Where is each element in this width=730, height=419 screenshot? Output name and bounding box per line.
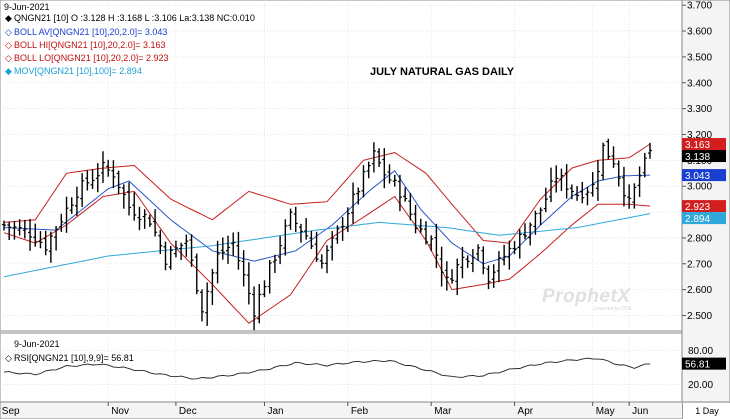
legend-boll-lo[interactable]: ◇ BOLL LO[QNGN21 [10],20,2.0]= 2.923 xyxy=(4,53,169,64)
legend-boll-hi[interactable]: ◇ BOLL HI[QNGN21 [10],20,2.0]= 3.163 xyxy=(4,40,166,51)
legend-mov[interactable]: ◆ MOV[QNGN21 [10],100]= 2.894 xyxy=(4,66,142,77)
watermark-subtext: powered by DTN xyxy=(594,306,632,312)
y-tick-label: 3.500 xyxy=(687,52,712,63)
last-value-box xyxy=(682,169,726,182)
legend-label: BOLL LO[QNGN21 [10],20,2.0]= 2.923 xyxy=(14,53,169,63)
watermark-logo: ProphetX xyxy=(542,286,631,307)
chart-title: JULY NATURAL GAS DAILY xyxy=(370,66,515,78)
last-value-label: 3.163 xyxy=(685,140,710,151)
rsi-tick-label: 20.00 xyxy=(688,380,713,391)
x-tick-label: Jun xyxy=(632,406,648,417)
y-tick-label: 2.700 xyxy=(687,259,712,270)
last-value-box xyxy=(682,138,726,151)
diamond-icon: ◇ xyxy=(5,53,12,63)
last-value-box xyxy=(682,200,726,213)
rsi-last-box xyxy=(682,357,726,370)
rsi-legend[interactable]: ◇ RSI[QNGN21 [10],9,9]= 56.81 xyxy=(4,353,134,364)
legend-label: BOLL HI[QNGN21 [10],20,2.0]= 3.163 xyxy=(14,40,166,50)
last-value-box xyxy=(682,150,726,163)
y-tick-label: 3.700 xyxy=(687,1,712,12)
y-tick-label: 3.300 xyxy=(687,104,712,115)
chart-date: 9-Jun-2021 xyxy=(4,2,50,12)
legend-label: BOLL AV[QNGN21 [10],20,2.0]= 3.043 xyxy=(14,27,168,37)
legend-label: MOV[QNGN21 [10],100]= 2.894 xyxy=(14,66,142,76)
last-value-label: 2.923 xyxy=(685,202,710,213)
timeframe-selector[interactable]: 1 Day xyxy=(682,403,730,419)
y-tick-label: 3.200 xyxy=(687,130,712,141)
rsi-panel xyxy=(0,332,683,403)
rsi-date: 9-Jun-2021 xyxy=(14,339,60,349)
y-tick-label: 3.000 xyxy=(687,182,712,193)
diamond-icon: ◆ xyxy=(5,13,12,23)
diamond-icon: ◆ xyxy=(5,66,12,76)
rsi-line xyxy=(3,357,651,380)
y-tick-label: 2.800 xyxy=(687,233,712,244)
diamond-icon: ◇ xyxy=(5,27,12,37)
time-axis xyxy=(0,401,730,419)
last-value-label: 3.138 xyxy=(685,152,710,163)
y-tick-label: 2.500 xyxy=(687,311,712,322)
legend-boll-av[interactable]: ◇ BOLL AV[QNGN21 [10],20,2.0]= 3.043 xyxy=(4,27,167,38)
y-tick-label: 2.600 xyxy=(687,285,712,296)
boll-hi-line xyxy=(3,143,651,244)
mov-line xyxy=(3,213,651,278)
diamond-icon: ◇ xyxy=(5,40,12,50)
y-tick-label: 3.400 xyxy=(687,78,712,89)
last-value-label: 3.043 xyxy=(685,171,710,182)
y-tick-label: 3.600 xyxy=(687,27,712,38)
x-tick-label: Sep xyxy=(2,406,20,417)
last-value-box xyxy=(682,212,726,225)
x-tick-label: May xyxy=(596,406,615,417)
x-tick-label: Nov xyxy=(111,406,129,417)
diamond-icon: ◇ xyxy=(5,353,12,363)
rsi-label: RSI[QNGN21 [10],9,9]= 56.81 xyxy=(14,353,134,363)
x-tick-label: Dec xyxy=(179,406,197,417)
x-tick-label: Jan xyxy=(267,406,283,417)
last-value-label: 2.894 xyxy=(685,214,710,225)
boll-lo-line xyxy=(3,190,651,324)
rsi-tick-label: 80.00 xyxy=(688,346,713,357)
quote-text: QNGN21 [10] O :3.128 H :3.168 L :3.106 L… xyxy=(14,13,255,23)
rsi-last-label: 56.81 xyxy=(685,360,710,371)
x-tick-label: Mar xyxy=(434,406,452,417)
x-tick-label: Feb xyxy=(351,406,369,417)
x-tick-label: Apr xyxy=(518,406,534,417)
quote-line: ◆ QNGN21 [10] O :3.128 H :3.168 L :3.106 … xyxy=(4,13,255,24)
